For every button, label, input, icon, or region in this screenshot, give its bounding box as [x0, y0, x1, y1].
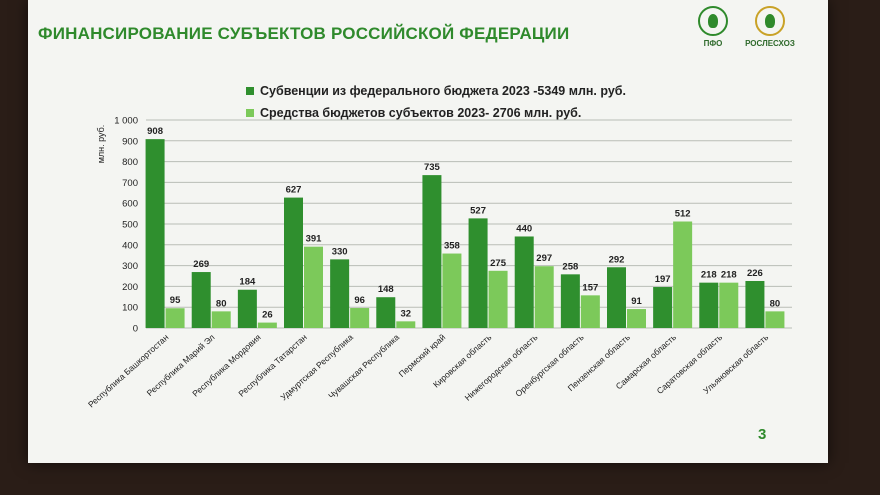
legend-label-regional-budgets: Средства бюджетов субъектов 2023- 2706 м… — [260, 106, 582, 120]
data-label: 258 — [562, 261, 578, 272]
data-label: 527 — [470, 205, 486, 216]
bar — [560, 274, 580, 328]
bar — [165, 308, 185, 328]
y-tick-label: 0 — [133, 324, 138, 335]
pfo-logo: ПФО — [690, 6, 736, 48]
data-label: 157 — [582, 282, 598, 293]
data-label: 218 — [701, 270, 717, 281]
data-label: 96 — [354, 295, 365, 306]
bar — [237, 289, 257, 328]
bar — [765, 311, 785, 328]
data-label: 148 — [378, 284, 394, 295]
page-number: 3 — [758, 426, 767, 443]
legend-item-subventions: Субвенции из федерального бюджета 2023 -… — [246, 80, 626, 102]
data-label: 226 — [747, 268, 763, 279]
rosleshoz-emblem-icon — [755, 6, 785, 36]
bar — [580, 295, 600, 328]
x-tick-label: Республика Башкортостан — [86, 332, 171, 410]
data-label: 269 — [193, 259, 209, 270]
bar — [350, 308, 370, 328]
data-label: 80 — [216, 298, 227, 309]
bar — [284, 197, 303, 328]
pfo-logo-caption: ПФО — [703, 39, 723, 48]
data-label: 80 — [770, 298, 781, 309]
data-label: 218 — [721, 270, 737, 281]
data-label: 197 — [655, 274, 671, 285]
data-label: 391 — [306, 234, 323, 245]
bar — [145, 139, 165, 328]
bar — [607, 267, 626, 328]
y-tick-label: 800 — [122, 157, 138, 168]
y-tick-label: 300 — [122, 261, 138, 272]
rosleshoz-logo: РОСЛЕСХОЗ — [742, 6, 798, 48]
y-tick-label: 700 — [122, 178, 138, 189]
y-tick-label: 200 — [122, 282, 138, 293]
bar — [488, 270, 508, 328]
bar — [191, 272, 211, 328]
legend-item-regional-budgets: Средства бюджетов субъектов 2023- 2706 м… — [246, 102, 626, 124]
data-label: 908 — [147, 126, 163, 137]
bar — [673, 221, 693, 328]
data-label: 292 — [609, 254, 625, 265]
bar — [396, 321, 416, 328]
y-tick-label: 900 — [122, 136, 138, 147]
bar — [627, 309, 646, 328]
bar — [330, 259, 350, 328]
data-label: 32 — [400, 308, 411, 319]
y-tick-label: 1 000 — [114, 116, 138, 127]
data-label: 26 — [262, 310, 273, 321]
legend-swatch-subventions — [246, 87, 254, 95]
bar — [514, 236, 534, 328]
y-tick-label: 600 — [122, 199, 138, 210]
bar — [257, 322, 277, 328]
y-axis-label: млн. руб. — [96, 125, 106, 164]
forest-department-emblem-icon — [698, 6, 728, 36]
slide-title: ФИНАНСИРОВАНИЕ СУБЪЕКТОВ РОССИЙСКОЙ ФЕДЕ… — [38, 24, 570, 43]
bar — [745, 280, 765, 328]
rosleshoz-logo-caption: РОСЛЕСХОЗ — [745, 39, 795, 48]
y-tick-label: 100 — [122, 303, 138, 314]
bar — [699, 282, 719, 328]
data-label: 512 — [675, 209, 691, 220]
legend-swatch-regional-budgets — [246, 109, 254, 117]
data-label: 735 — [424, 162, 441, 173]
bar — [211, 311, 231, 328]
bar — [442, 253, 462, 328]
data-label: 330 — [332, 246, 348, 257]
x-tick-label: Пермский край — [397, 332, 448, 379]
data-label: 627 — [286, 185, 302, 196]
bar — [719, 282, 739, 328]
bar — [422, 175, 442, 328]
chart-legend: Субвенции из федерального бюджета 2023 -… — [246, 80, 626, 124]
legend-label-subventions: Субвенции из федерального бюджета 2023 -… — [260, 84, 626, 98]
data-label: 358 — [444, 241, 460, 252]
bar — [376, 297, 396, 328]
bar — [653, 287, 673, 328]
data-label: 275 — [490, 258, 507, 269]
y-tick-label: 400 — [122, 240, 138, 251]
data-label: 440 — [516, 223, 532, 234]
data-label: 297 — [536, 253, 552, 264]
data-label: 184 — [239, 277, 256, 288]
bar — [534, 266, 554, 328]
bar — [468, 218, 488, 328]
bar — [304, 246, 323, 328]
data-label: 91 — [631, 296, 642, 307]
y-tick-label: 500 — [122, 220, 138, 231]
data-label: 95 — [170, 295, 181, 306]
